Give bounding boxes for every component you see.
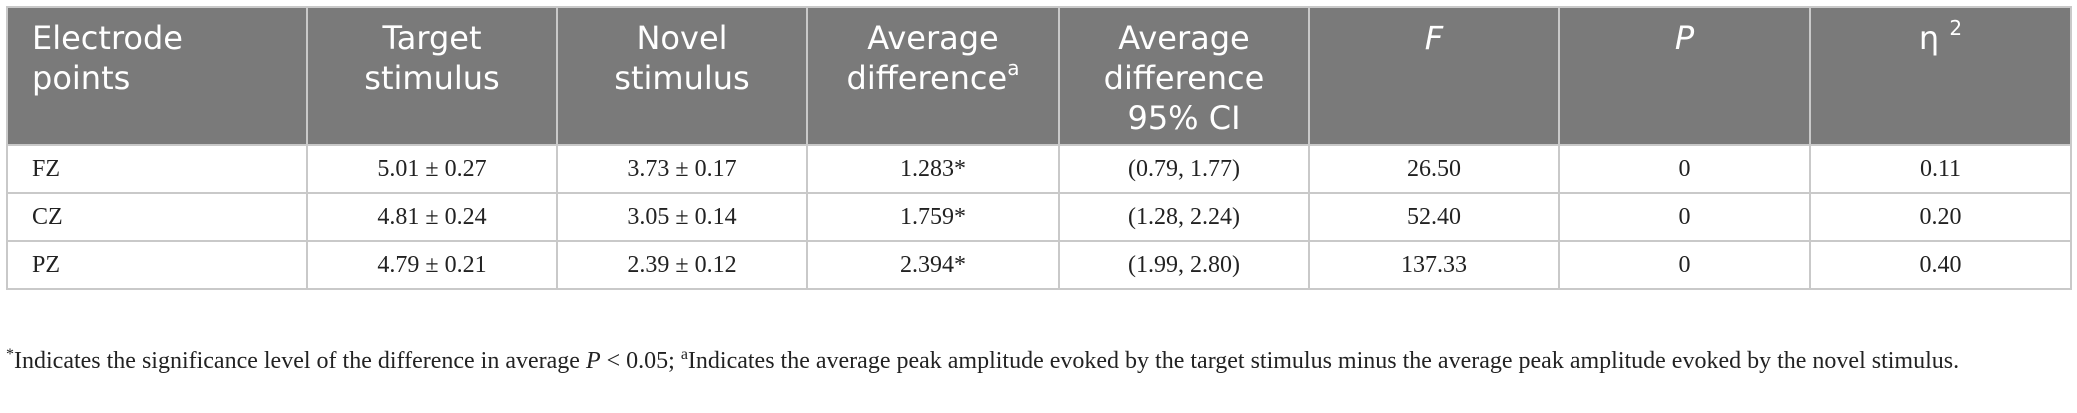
header-electrode-line1: Electrode — [32, 19, 183, 57]
cell-average-difference: 2.394* — [806, 240, 1060, 290]
cell-eta-squared: 0.40 — [1809, 240, 2072, 290]
header-eta-superscript: 2 — [1949, 16, 1963, 40]
header-novel-line1: Novel — [636, 19, 728, 57]
footnote-text-1: Indicates the significance level of the … — [14, 348, 586, 374]
cell-average-difference: 1.283* — [806, 144, 1060, 194]
header-avgdiff-line2: difference — [846, 59, 1008, 97]
table-row: CZ 4.81 ± 0.24 3.05 ± 0.14 1.759* (1.28,… — [6, 192, 2072, 242]
cell-eta-squared: 0.20 — [1809, 192, 2072, 242]
header-eta-squared: η 2 — [1809, 6, 2072, 146]
cell-ci: (1.99, 2.80) — [1058, 240, 1310, 290]
header-ci-line3: 95% CI — [1127, 99, 1241, 137]
header-novel-line2: stimulus — [614, 59, 750, 97]
cell-ci: (0.79, 1.77) — [1058, 144, 1310, 194]
cell-ci: (1.28, 2.24) — [1058, 192, 1310, 242]
cell-novel: 2.39 ± 0.12 — [556, 240, 808, 290]
table-row: FZ 5.01 ± 0.27 3.73 ± 0.17 1.283* (0.79,… — [6, 144, 2072, 194]
header-target-stimulus: Target stimulus — [306, 6, 558, 146]
header-ci-line2: difference — [1103, 59, 1265, 97]
header-electrode-points: Electrode points — [6, 6, 308, 146]
cell-target: 5.01 ± 0.27 — [306, 144, 558, 194]
footnote-text-2: < 0.05; — [600, 348, 681, 374]
results-table-container: Electrode points Target stimulus Novel s… — [6, 6, 2072, 290]
cell-electrode: FZ — [6, 144, 308, 194]
footnote-text-3: Indicates the average peak amplitude evo… — [687, 348, 1960, 374]
cell-target: 4.81 ± 0.24 — [306, 192, 558, 242]
header-average-difference-ci: Average difference 95% CI — [1058, 6, 1310, 146]
cell-electrode: CZ — [6, 192, 308, 242]
cell-eta-squared: 0.11 — [1809, 144, 2072, 194]
header-f-label: F — [1424, 19, 1444, 57]
header-avgdiff-superscript: a — [1007, 56, 1020, 80]
cell-average-difference: 1.759* — [806, 192, 1060, 242]
footnote-p-symbol: P — [585, 348, 601, 374]
header-target-line2: stimulus — [364, 59, 500, 97]
cell-novel: 3.73 ± 0.17 — [556, 144, 808, 194]
results-table: Electrode points Target stimulus Novel s… — [6, 6, 2072, 290]
cell-p: 0 — [1558, 240, 1811, 290]
cell-p: 0 — [1558, 144, 1811, 194]
cell-f: 26.50 — [1308, 144, 1560, 194]
header-electrode-line2: points — [32, 59, 131, 97]
cell-novel: 3.05 ± 0.14 — [556, 192, 808, 242]
header-f: F — [1308, 6, 1560, 146]
table-footnote: *Indicates the significance level of the… — [6, 345, 2070, 378]
footnote-a-marker: a — [680, 346, 688, 363]
header-target-line1: Target — [382, 19, 482, 57]
header-p: P — [1558, 6, 1811, 146]
header-ci-line1: Average — [1118, 19, 1250, 57]
cell-p: 0 — [1558, 192, 1811, 242]
header-row: Electrode points Target stimulus Novel s… — [6, 6, 2072, 146]
cell-f: 137.33 — [1308, 240, 1560, 290]
cell-f: 52.40 — [1308, 192, 1560, 242]
table-row: PZ 4.79 ± 0.21 2.39 ± 0.12 2.394* (1.99,… — [6, 240, 2072, 290]
header-novel-stimulus: Novel stimulus — [556, 6, 808, 146]
cell-target: 4.79 ± 0.21 — [306, 240, 558, 290]
footnote-star-marker: * — [6, 346, 14, 363]
header-avgdiff-line1: Average — [867, 19, 999, 57]
header-p-label: P — [1674, 19, 1695, 57]
header-eta-label: η — [1918, 19, 1940, 57]
cell-electrode: PZ — [6, 240, 308, 290]
header-average-difference: Average differencea — [806, 6, 1060, 146]
